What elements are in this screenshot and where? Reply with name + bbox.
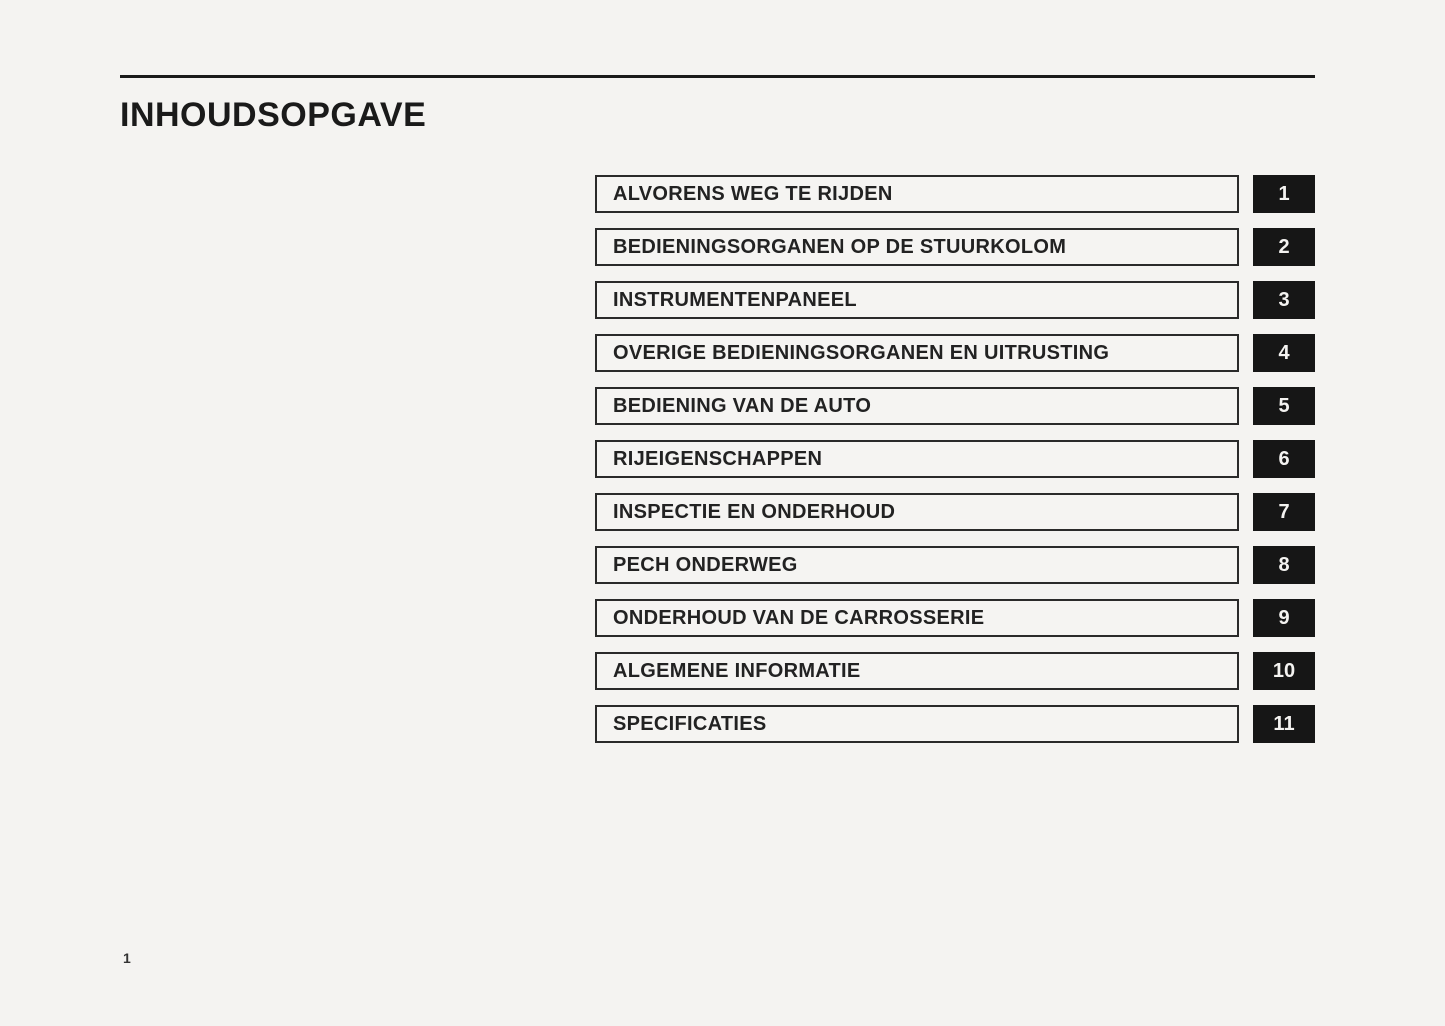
toc-row: INSPECTIE EN ONDERHOUD 7 [595, 493, 1315, 531]
toc-number: 6 [1253, 440, 1315, 478]
toc-row: ALVORENS WEG TE RIJDEN 1 [595, 175, 1315, 213]
toc-number: 4 [1253, 334, 1315, 372]
toc-row: RIJEIGENSCHAPPEN 6 [595, 440, 1315, 478]
toc-row: BEDIENING VAN DE AUTO 5 [595, 387, 1315, 425]
toc-row: PECH ONDERWEG 8 [595, 546, 1315, 584]
toc-row: SPECIFICATIES 11 [595, 705, 1315, 743]
toc-row: OVERIGE BEDIENINGSORGANEN EN UITRUSTING … [595, 334, 1315, 372]
page-title: INHOUDSOPGAVE [120, 96, 1315, 135]
toc-row: ALGEMENE INFORMATIE 10 [595, 652, 1315, 690]
toc-number: 9 [1253, 599, 1315, 637]
toc-label: INSTRUMENTENPANEEL [595, 281, 1239, 319]
toc-number: 8 [1253, 546, 1315, 584]
top-rule [120, 75, 1315, 78]
toc-label: BEDIENING VAN DE AUTO [595, 387, 1239, 425]
toc-label: ONDERHOUD VAN DE CARROSSERIE [595, 599, 1239, 637]
toc-number: 10 [1253, 652, 1315, 690]
toc-number: 3 [1253, 281, 1315, 319]
toc-label: PECH ONDERWEG [595, 546, 1239, 584]
toc-row: BEDIENINGSORGANEN OP DE STUURKOLOM 2 [595, 228, 1315, 266]
toc-label: OVERIGE BEDIENINGSORGANEN EN UITRUSTING [595, 334, 1239, 372]
toc-label: ALVORENS WEG TE RIJDEN [595, 175, 1239, 213]
toc-label: RIJEIGENSCHAPPEN [595, 440, 1239, 478]
page-number: 1 [123, 950, 131, 966]
toc-label: SPECIFICATIES [595, 705, 1239, 743]
page-container: INHOUDSOPGAVE ALVORENS WEG TE RIJDEN 1 B… [120, 75, 1315, 758]
toc-label: INSPECTIE EN ONDERHOUD [595, 493, 1239, 531]
toc-list: ALVORENS WEG TE RIJDEN 1 BEDIENINGSORGAN… [595, 175, 1315, 743]
toc-number: 5 [1253, 387, 1315, 425]
toc-row: ONDERHOUD VAN DE CARROSSERIE 9 [595, 599, 1315, 637]
toc-label: ALGEMENE INFORMATIE [595, 652, 1239, 690]
toc-label: BEDIENINGSORGANEN OP DE STUURKOLOM [595, 228, 1239, 266]
toc-number: 7 [1253, 493, 1315, 531]
toc-row: INSTRUMENTENPANEEL 3 [595, 281, 1315, 319]
toc-number: 1 [1253, 175, 1315, 213]
toc-number: 11 [1253, 705, 1315, 743]
toc-number: 2 [1253, 228, 1315, 266]
